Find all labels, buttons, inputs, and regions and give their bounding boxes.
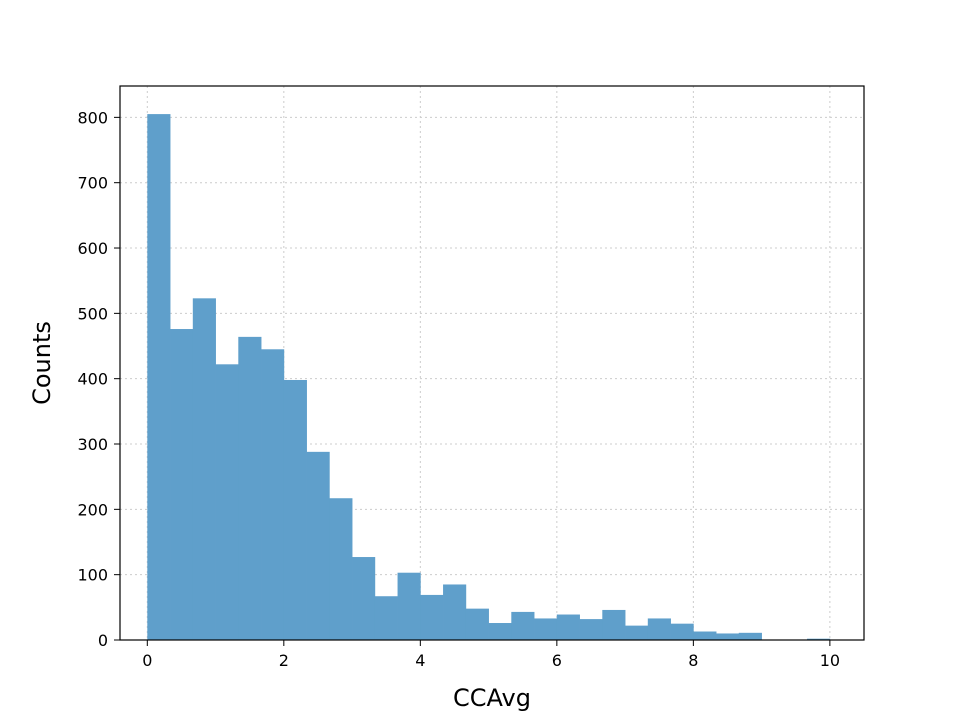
histogram-bar [306, 451, 330, 640]
plot-frame [119, 85, 865, 641]
histogram-bar [511, 611, 535, 640]
histogram-bar [534, 618, 558, 640]
histogram-bar [488, 623, 512, 640]
y-axis-title: Counts [28, 321, 56, 405]
x-tick-label: 0 [142, 651, 152, 670]
y-tick-label: 200 [77, 500, 108, 519]
histogram-bar [716, 633, 740, 640]
histogram-bar [283, 379, 307, 640]
histogram-bar [579, 619, 603, 640]
y-tick-label: 0 [98, 631, 108, 650]
histogram-bar [192, 298, 216, 640]
histogram-bars [147, 114, 831, 640]
histogram-bar [374, 596, 398, 640]
histogram-bar [261, 349, 285, 640]
histogram-bar [443, 584, 467, 640]
y-tick-label: 400 [77, 370, 108, 389]
x-tick-label: 2 [279, 651, 289, 670]
y-tick-label: 800 [77, 108, 108, 127]
histogram-bar [738, 632, 762, 640]
histogram-bar [807, 638, 831, 640]
y-tick-label: 700 [77, 174, 108, 193]
y-tick-label: 500 [77, 304, 108, 323]
histogram-bar [420, 594, 444, 640]
histogram-bar [215, 364, 239, 640]
histogram-bar [397, 572, 421, 640]
y-tick-label: 600 [77, 239, 108, 258]
histogram-bar [647, 618, 671, 640]
histogram-bar [352, 557, 376, 640]
x-axis-ticks: 0 2 4 6 8 10 [142, 640, 840, 670]
x-tick-label: 8 [688, 651, 698, 670]
histogram-bar [465, 608, 489, 640]
x-axis-title: CCAvg [453, 684, 531, 712]
x-tick-label: 10 [820, 651, 840, 670]
histogram-bar [693, 631, 717, 640]
histogram-bar [602, 609, 626, 640]
histogram-bar [238, 336, 262, 640]
y-tick-label: 300 [77, 435, 108, 454]
histogram-bar [556, 614, 580, 640]
y-axis-ticks: 0 100 200 300 400 500 600 700 800 [77, 108, 120, 650]
y-tick-label: 100 [77, 566, 108, 585]
x-tick-label: 6 [552, 651, 562, 670]
x-tick-label: 4 [415, 651, 425, 670]
histogram-bar [170, 329, 194, 640]
histogram-bar [670, 623, 694, 640]
histogram-bar [147, 114, 171, 640]
histogram-bar [329, 498, 353, 640]
histogram-bar [625, 625, 649, 640]
